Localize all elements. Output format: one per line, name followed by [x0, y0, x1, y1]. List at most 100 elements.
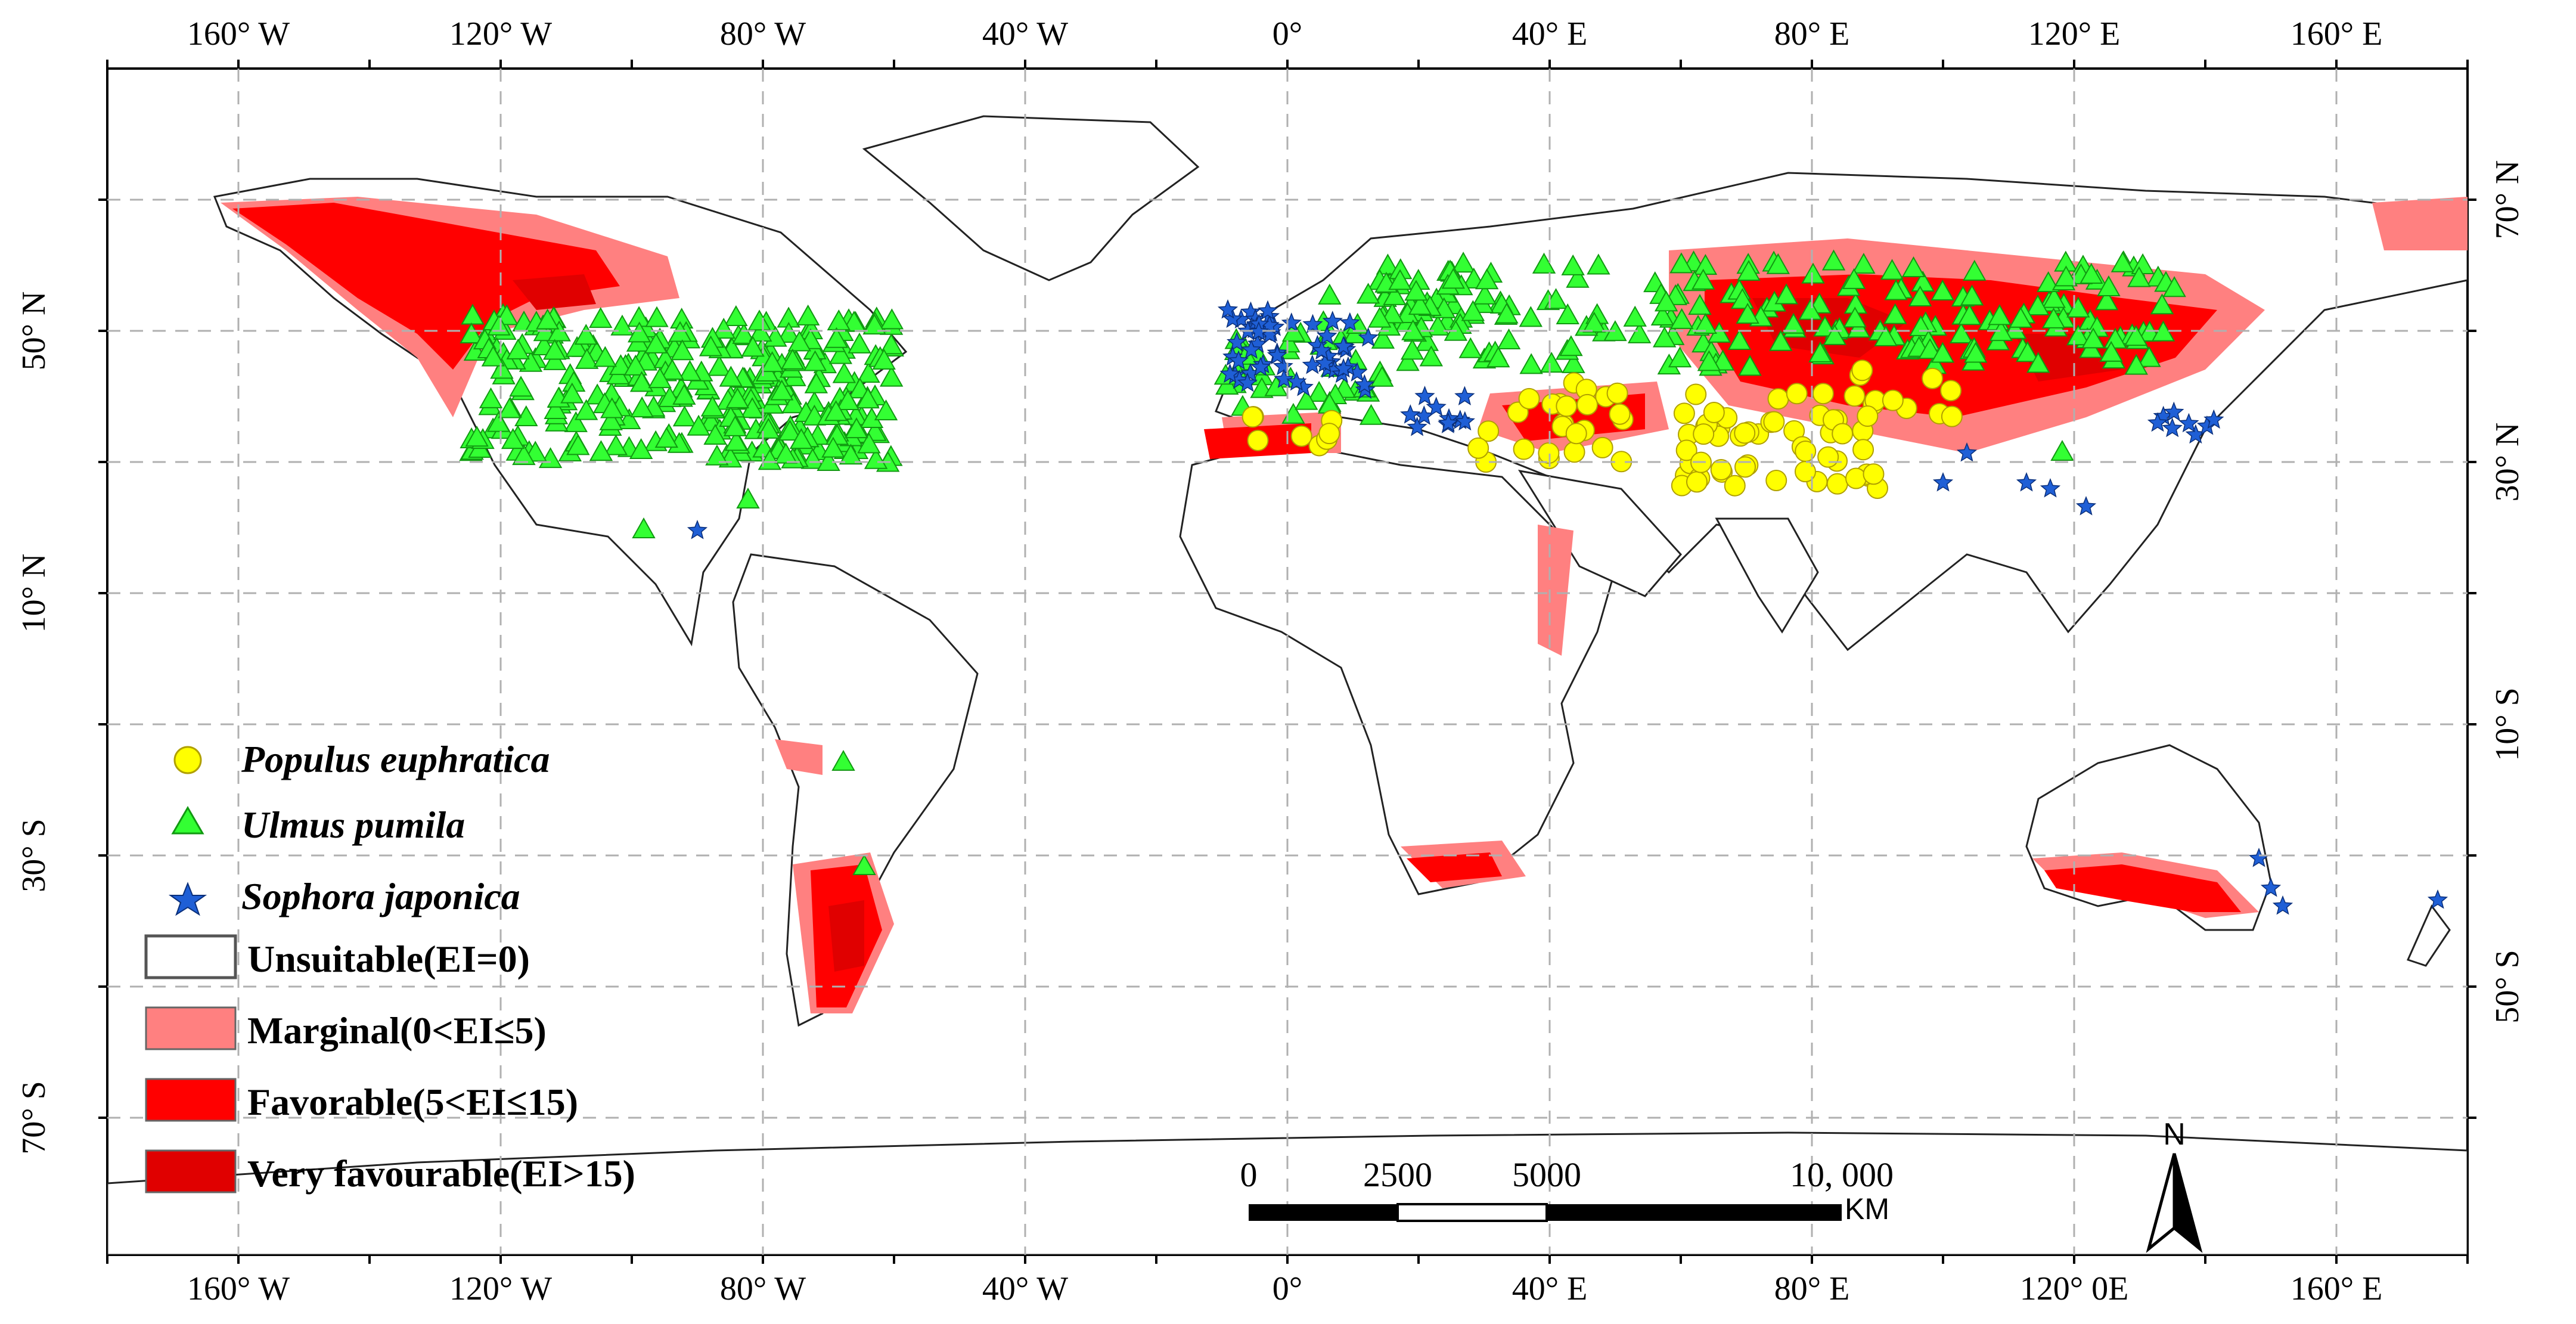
north-arrow-right — [2172, 1153, 2203, 1253]
ulmus-marker — [648, 367, 672, 389]
ulmus-marker — [629, 438, 653, 460]
ulmus-marker — [845, 417, 868, 439]
ulmus-marker — [1957, 304, 1982, 325]
ulmus-marker — [565, 336, 589, 357]
ulmus-marker — [1376, 253, 1400, 275]
ulmus-marker — [828, 343, 853, 364]
ulmus-marker — [760, 351, 784, 373]
sophora-marker — [2164, 401, 2184, 421]
lat-label-left: 10° N — [15, 554, 52, 633]
ulmus-marker — [543, 349, 567, 370]
ulmus-marker — [724, 430, 749, 451]
lat-label-right: 10° S — [2489, 687, 2526, 761]
populus-marker — [1318, 423, 1340, 445]
sophora-japonica-occurrences — [687, 299, 2448, 915]
ulmus-marker — [769, 379, 794, 401]
ulmus-marker — [1798, 299, 1823, 320]
sophora-marker — [1237, 372, 1258, 392]
ulmus-marker — [506, 338, 530, 359]
ulmus-marker — [2009, 306, 2033, 328]
populus-marker — [1538, 442, 1560, 464]
longitude-labels-bottom: 160° W 120° W 80° W 40° W 0° 40° E 80° E… — [187, 1270, 2382, 1307]
ulmus-marker — [2026, 352, 2050, 373]
sophora-marker — [1317, 325, 1337, 345]
ulmus-marker — [544, 398, 567, 419]
ulmus-marker — [687, 414, 710, 436]
ulmus-marker — [1842, 268, 1866, 289]
sophora-marker — [1956, 442, 1978, 462]
populus-marker — [1941, 405, 1963, 427]
india-outline — [1715, 517, 1819, 634]
ulmus-marker — [2026, 294, 2050, 315]
ulmus-marker — [1843, 306, 1867, 328]
ulmus-marker — [803, 350, 827, 371]
legend-swatch-very-favourable — [145, 1149, 237, 1193]
sophora-marker — [1407, 416, 1427, 436]
ulmus-marker — [831, 749, 855, 771]
sophora-marker — [1454, 411, 1475, 431]
ulmus-marker — [630, 396, 654, 418]
ulmus-marker — [1668, 346, 1692, 368]
ulmus-marker — [1623, 305, 1647, 327]
sophora-marker — [1333, 358, 1354, 378]
sophora-marker — [1358, 327, 1379, 347]
sophora-marker — [687, 519, 708, 539]
ulmus-marker — [1451, 252, 1475, 273]
sophora-marker — [2178, 413, 2199, 433]
ulmus-marker — [1359, 404, 1383, 425]
lon-label-bottom: 160° E — [2291, 1270, 2383, 1307]
populus-marker — [1290, 425, 1312, 447]
ulmus-marker — [2054, 265, 2078, 287]
populus-marker — [1851, 359, 1873, 382]
ulmus-marker — [1823, 324, 1846, 345]
ulmus-marker — [654, 427, 679, 448]
sophora-marker — [2272, 895, 2293, 915]
populus-marker — [1467, 437, 1489, 459]
legend-swatch-marginal — [145, 1006, 237, 1050]
ulmus-marker — [781, 348, 805, 370]
lon-label-bottom: 80° W — [720, 1270, 806, 1307]
sophora-marker — [1257, 300, 1278, 320]
ulmus-marker — [836, 389, 860, 410]
ulmus-marker — [519, 351, 543, 372]
legend-symbol-circle — [173, 746, 202, 774]
ulmus-marker — [623, 354, 648, 376]
sophora-marker — [2162, 417, 2183, 438]
sophora-marker — [1281, 312, 1302, 332]
sophora-marker — [2260, 877, 2282, 897]
ulmus-marker — [542, 339, 567, 360]
ulmus-marker — [1627, 322, 1652, 343]
ulmus-marker — [1561, 254, 1585, 275]
ulmus-marker — [879, 333, 903, 355]
ulmus-marker — [1821, 249, 1846, 271]
ulmus-marker — [2124, 354, 2148, 375]
sophora-marker — [1932, 472, 1954, 492]
ulmus-marker — [1519, 353, 1543, 374]
ulmus-marker — [1400, 339, 1424, 360]
populus-marker — [1703, 401, 1725, 423]
sophora-marker — [1438, 412, 1459, 432]
ulmus-marker — [465, 426, 489, 447]
scale-segment-1 — [1249, 1204, 1398, 1221]
sophora-marker — [1267, 345, 1288, 365]
legend-label-very-favourable: Very favourable(EI>15) — [247, 1152, 635, 1195]
ulmus-marker — [839, 444, 863, 465]
populus-marker — [1734, 422, 1756, 444]
legend-swatch-favorable — [145, 1078, 237, 1122]
ulmus-marker — [1737, 259, 1761, 281]
longitude-labels-top: 160° W 120° W 80° W 40° W 0° 40° E 80° E… — [187, 15, 2382, 52]
sophora-marker — [1273, 355, 1293, 376]
ulmus-marker — [1918, 338, 1942, 359]
ulmus-marker — [804, 372, 828, 393]
ulmus-marker — [629, 371, 654, 392]
ulmus-marker — [1654, 290, 1678, 312]
ulmus-marker — [1559, 335, 1583, 356]
ulmus-marker — [671, 339, 694, 361]
sophora-marker — [2427, 889, 2448, 909]
ulmus-marker — [796, 304, 820, 325]
lat-label-right: 30° N — [2489, 423, 2526, 502]
ulmus-marker — [2050, 439, 2074, 461]
ulmus-marker — [1650, 305, 1675, 326]
sophora-marker — [1454, 386, 1475, 406]
populus-marker — [1795, 440, 1817, 462]
